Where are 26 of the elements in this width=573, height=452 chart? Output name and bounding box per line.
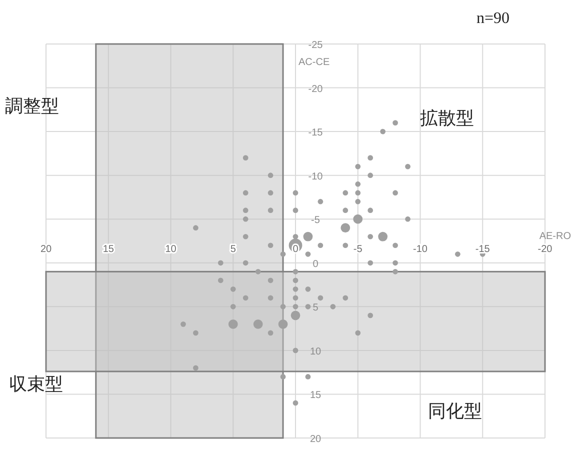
y-tick-label: -5 [311, 215, 320, 226]
x-tick-label: 10 [165, 244, 177, 255]
x-tick-label: -5 [353, 244, 363, 255]
x-tick-label: 15 [102, 244, 114, 255]
y-tick-label: -25 [308, 40, 324, 51]
annotation: 収束型 [9, 374, 63, 394]
x-tick-label: 0 [292, 244, 299, 255]
x-axis-title: AE-RO [539, 230, 572, 242]
y-tick-label: 20 [310, 434, 322, 445]
x-tick-label: 20 [40, 244, 52, 255]
text: n=90 [476, 10, 510, 27]
y-tick-label: 10 [310, 346, 322, 358]
x-tick-label: -20 [538, 244, 553, 255]
y-tick-label: 15 [310, 390, 322, 402]
y-tick-label: -10 [308, 171, 324, 182]
annotation: 同化型 [428, 401, 482, 421]
y-tick-label: 0 [312, 258, 319, 270]
annotation: 調整型 [5, 96, 59, 116]
x-tick-label: 5 [230, 244, 236, 255]
x-tick-label: -10 [413, 244, 428, 255]
x-tick-label: -15 [475, 244, 490, 255]
y-axis-title: AC-CE [298, 57, 330, 68]
y-tick-label: 5 [312, 302, 319, 314]
y-tick-label: -20 [308, 84, 324, 95]
annotation: 拡散型 [420, 108, 474, 128]
y-tick-label: -15 [308, 128, 324, 139]
